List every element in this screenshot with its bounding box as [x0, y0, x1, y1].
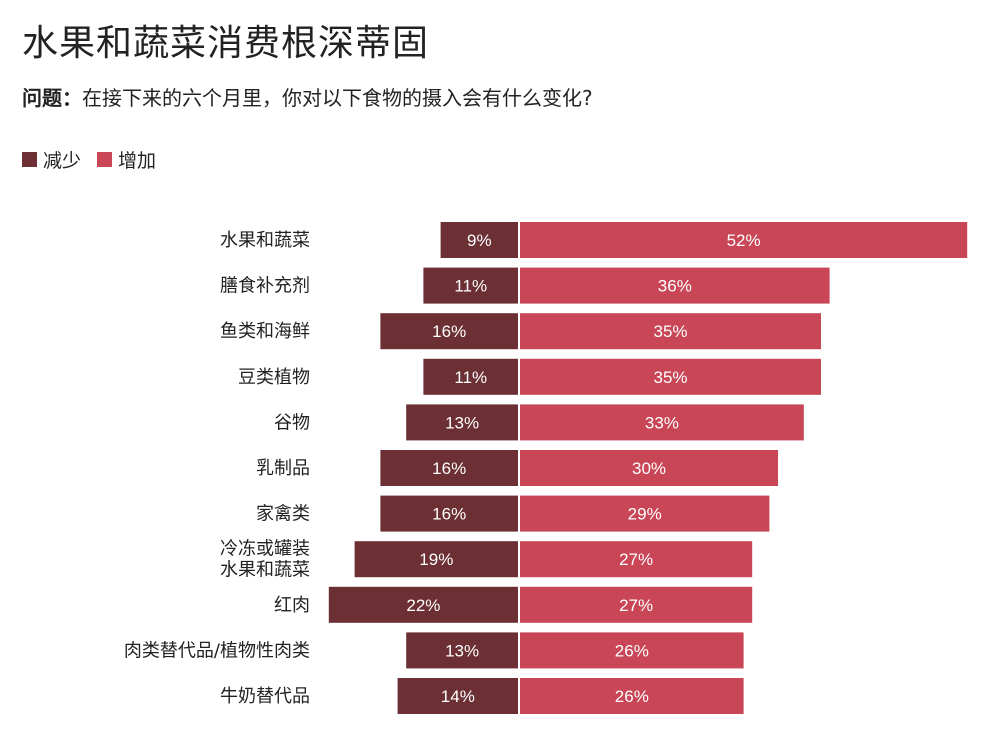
value-label-decrease: 11%: [454, 368, 487, 387]
bar-increase: [520, 313, 821, 350]
value-label-increase: 26%: [615, 687, 649, 706]
category-label-line: 肉类替代品/植物性肉类: [124, 640, 310, 661]
category-label: 牛奶替代品: [220, 686, 310, 707]
value-label-decrease: 22%: [406, 596, 440, 615]
question-text: 在接下来的六个月里，你对以下食物的摄入会有什么变化?: [82, 86, 593, 110]
value-label-increase: 36%: [658, 277, 692, 296]
category-label-line: 红肉: [274, 595, 310, 616]
bar-decrease: [423, 358, 518, 395]
question-label: 问题：: [22, 86, 82, 110]
category-label-line: 豆类植物: [238, 367, 310, 388]
bar-decrease: [380, 313, 518, 350]
category-label: 家禽类: [256, 504, 310, 525]
bar-decrease: [380, 450, 518, 486]
category-label-line: 乳制品: [256, 458, 310, 479]
category-label-line: 水果和蔬菜: [220, 230, 310, 251]
category-label: 谷物: [274, 412, 310, 433]
bar-increase: [520, 222, 968, 258]
bar-increase: [520, 495, 770, 532]
bar-decrease: [380, 495, 518, 532]
value-label-increase: 27%: [619, 596, 653, 615]
category-label-line: 冷冻或罐装: [220, 539, 310, 560]
bar-decrease: [406, 404, 518, 441]
value-label-increase: 35%: [653, 322, 687, 341]
bar-increase: [520, 450, 778, 486]
bar-increase: [520, 678, 744, 714]
value-label-decrease: 19%: [419, 550, 453, 569]
bar-increase: [520, 404, 804, 441]
value-label-decrease: 13%: [445, 413, 479, 432]
legend: 减少 增加: [22, 146, 172, 173]
legend-item-increase: 增加: [97, 146, 156, 173]
bar-increase: [520, 267, 830, 304]
bar-decrease: [354, 541, 518, 578]
category-label: 豆类植物: [238, 367, 310, 388]
value-label-decrease: 16%: [432, 459, 466, 478]
category-label-line: 家禽类: [256, 504, 310, 525]
category-label-line: 鱼类和海鲜: [220, 321, 310, 342]
bar-decrease: [440, 222, 518, 258]
category-label: 冷冻或罐装水果和蔬菜: [220, 539, 310, 581]
bar-decrease: [423, 267, 518, 304]
chart-title: 水果和蔬菜消费根深蒂固: [22, 23, 430, 64]
value-label-increase: 29%: [628, 505, 662, 524]
bar-increase: [520, 541, 753, 578]
legend-swatch-increase: [97, 152, 113, 167]
category-label-line: 谷物: [274, 412, 310, 433]
value-label-increase: 26%: [615, 641, 649, 660]
value-label-decrease: 16%: [432, 322, 466, 341]
value-label-increase: 27%: [619, 550, 653, 569]
value-label-decrease: 13%: [445, 641, 479, 660]
category-label: 红肉: [274, 595, 310, 616]
value-label-increase: 52%: [727, 231, 761, 250]
chart-subtitle: 问题：在接下来的六个月里，你对以下食物的摄入会有什么变化?: [22, 82, 593, 111]
legend-swatch-decrease: [22, 152, 37, 167]
bar-decrease: [328, 586, 518, 623]
value-label-increase: 35%: [653, 368, 687, 387]
category-label-line: 牛奶替代品: [220, 686, 310, 707]
bar-decrease: [406, 632, 518, 669]
category-label: 水果和蔬菜: [220, 230, 310, 251]
legend-item-decrease: 减少: [22, 146, 81, 173]
bar-increase: [520, 358, 821, 395]
category-label: 鱼类和海鲜: [220, 321, 310, 342]
value-label-decrease: 9%: [467, 231, 492, 250]
category-label: 膳食补充剂: [220, 276, 310, 297]
category-label-line: 膳食补充剂: [220, 276, 310, 297]
bar-increase: [520, 586, 753, 623]
legend-label-decrease: 减少: [43, 150, 82, 172]
category-label: 肉类替代品/植物性肉类: [124, 640, 310, 661]
legend-label-increase: 增加: [118, 150, 157, 172]
value-label-decrease: 14%: [441, 687, 475, 706]
value-label-decrease: 16%: [432, 505, 466, 524]
bar-increase: [520, 632, 744, 669]
value-label-decrease: 11%: [454, 277, 487, 296]
bar-decrease: [397, 678, 518, 714]
category-label: 乳制品: [256, 458, 310, 479]
category-label-line: 水果和蔬菜: [220, 560, 310, 581]
value-label-increase: 33%: [645, 413, 679, 432]
value-label-increase: 30%: [632, 459, 666, 478]
